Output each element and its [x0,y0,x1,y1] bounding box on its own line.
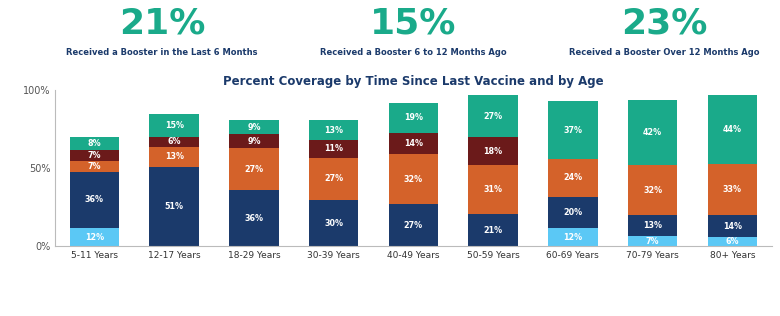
Text: 9%: 9% [247,123,261,132]
Text: 13%: 13% [643,221,662,230]
Bar [150,147,199,167]
Text: 6%: 6% [168,137,181,147]
Bar [707,237,757,246]
Bar [548,101,597,159]
Text: 23%: 23% [622,6,707,40]
Text: 36%: 36% [244,214,264,223]
Text: Received a Booster 6 to 12 Months Ago: Received a Booster 6 to 12 Months Ago [320,48,507,57]
Bar [707,95,757,164]
Text: 15%: 15% [165,121,184,130]
Text: 24%: 24% [563,173,583,182]
Bar [309,158,358,200]
Text: 11%: 11% [324,144,343,154]
Text: 51%: 51% [165,202,184,211]
Text: 14%: 14% [723,222,742,231]
Text: 7%: 7% [87,151,101,160]
Text: 18%: 18% [484,147,502,156]
Text: 36%: 36% [85,195,104,204]
Bar [628,235,677,246]
Text: 27%: 27% [244,165,264,174]
Bar [150,114,199,137]
Bar [388,133,438,155]
Text: 12%: 12% [563,233,583,242]
Bar [150,167,199,246]
Bar [69,172,119,228]
Bar [388,204,438,246]
Bar [628,165,677,215]
Text: Received a Booster in the Last 6 Months: Received a Booster in the Last 6 Months [66,48,258,57]
Bar [469,214,518,246]
Text: 14%: 14% [404,139,423,148]
Text: Received a Booster Over 12 Months Ago: Received a Booster Over 12 Months Ago [569,48,760,57]
Bar [388,103,438,133]
Bar [469,165,518,214]
Bar [707,215,757,237]
Text: 27%: 27% [404,221,423,230]
Bar [69,228,119,246]
Bar [628,100,677,165]
Text: 21%: 21% [119,6,205,40]
Bar [229,190,278,246]
Text: 12%: 12% [85,233,104,242]
Bar [548,197,597,228]
Text: 33%: 33% [723,185,742,194]
Bar [628,215,677,235]
Text: 42%: 42% [643,128,662,137]
Text: 30%: 30% [324,219,343,228]
Bar [229,148,278,190]
Text: 8%: 8% [87,139,101,148]
Bar [69,150,119,161]
Text: 7%: 7% [646,236,659,246]
Bar [69,161,119,172]
Bar [229,120,278,134]
Bar [309,140,358,158]
Bar [469,137,518,165]
Text: 19%: 19% [404,113,423,122]
Text: 27%: 27% [324,174,343,183]
Bar [548,228,597,246]
Bar [69,137,119,150]
Text: 20%: 20% [563,208,583,217]
Text: 6%: 6% [725,237,739,246]
Bar [229,134,278,148]
Text: 27%: 27% [484,112,502,121]
Bar [150,137,199,147]
Bar [388,155,438,204]
Text: 32%: 32% [404,175,423,184]
Text: 7%: 7% [87,162,101,171]
Text: 13%: 13% [165,152,184,161]
Bar [707,164,757,215]
Text: 15%: 15% [370,6,456,40]
Text: 37%: 37% [563,126,583,135]
Bar [469,95,518,137]
Text: 32%: 32% [643,186,662,195]
Bar [309,120,358,140]
Bar [309,200,358,246]
Text: 13%: 13% [324,126,343,135]
Text: 9%: 9% [247,137,261,146]
Text: 31%: 31% [484,185,502,194]
Bar [548,159,597,197]
Title: Percent Coverage by Time Since Last Vaccine and by Age: Percent Coverage by Time Since Last Vacc… [223,75,604,88]
Text: 21%: 21% [484,226,502,234]
Text: 44%: 44% [723,125,742,134]
